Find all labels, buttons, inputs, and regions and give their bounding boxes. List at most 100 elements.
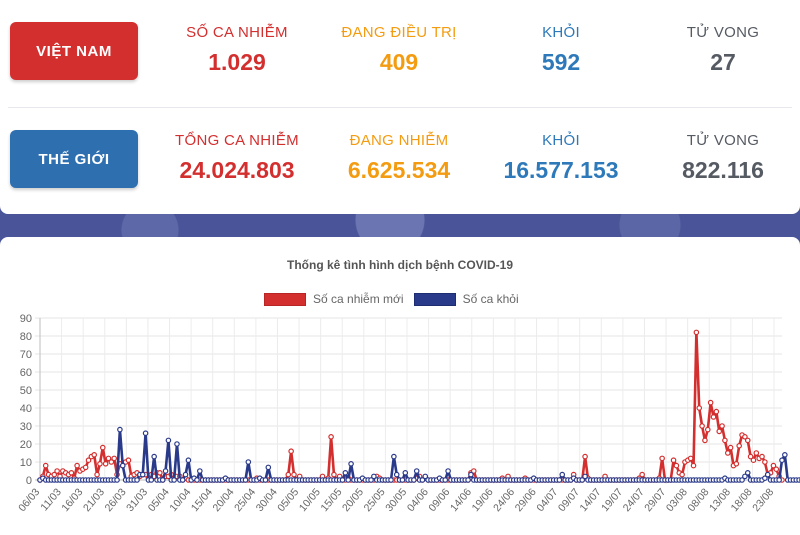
data-point-0 <box>288 448 294 455</box>
world-stats-row: THẾ GIỚI TỔNG CA NHIỄM 24.024.803 ĐANG N… <box>0 112 800 212</box>
data-point-0 <box>687 455 694 462</box>
vn-deaths-value: 27 <box>710 49 736 75</box>
x-tick-label: 15/04 <box>189 486 215 514</box>
vn-cases-value: 1.029 <box>208 49 266 75</box>
data-point-1 <box>134 477 140 483</box>
data-point-1 <box>171 477 177 483</box>
data-point-1 <box>442 477 449 483</box>
x-tick-label: 19/06 <box>470 486 496 514</box>
x-tick-label: 05/04 <box>146 486 172 514</box>
data-point-1 <box>342 470 349 476</box>
world-recovered-label: KHỎI <box>542 132 580 149</box>
data-point-0 <box>125 457 132 464</box>
data-point-0 <box>710 414 717 420</box>
x-tick-label: 24/06 <box>491 486 517 514</box>
vn-recovered-value: 592 <box>541 49 581 75</box>
data-point-1 <box>468 471 474 478</box>
world-cases-stat: TỔNG CA NHIỄM 24.024.803 <box>152 132 322 184</box>
data-point-0 <box>68 470 75 476</box>
x-tick-label: 31/03 <box>124 486 150 514</box>
vn-deaths-stat: TỬ VONG 27 <box>638 24 800 76</box>
data-point-0 <box>679 471 685 478</box>
y-tick-label: 10 <box>20 457 32 469</box>
data-point-1 <box>242 477 249 483</box>
data-point-1 <box>744 470 751 476</box>
data-point-0 <box>762 459 768 465</box>
x-tick-label: 10/05 <box>297 486 323 514</box>
data-point-0 <box>727 444 734 451</box>
data-point-0 <box>704 426 711 433</box>
data-point-1 <box>182 471 189 478</box>
data-point-1 <box>174 441 180 447</box>
data-point-1 <box>796 477 800 483</box>
world-badge[interactable]: THẾ GIỚI <box>10 130 138 188</box>
data-point-1 <box>142 430 149 437</box>
x-tick-label: 04/06 <box>405 486 431 514</box>
data-point-0 <box>719 423 725 429</box>
x-tick-label: 04/07 <box>534 486 560 514</box>
x-tick-label: 16/03 <box>59 486 85 514</box>
data-point-1 <box>194 477 200 483</box>
data-point-1 <box>114 477 120 483</box>
data-point-1 <box>776 477 782 483</box>
y-tick-label: 70 <box>20 349 32 361</box>
vn-treating-value: 409 <box>379 49 419 75</box>
data-point-0 <box>82 464 89 471</box>
legend-item-recovered[interactable]: Số ca khỏi <box>413 292 519 306</box>
chart-legend: Số ca nhiễm mới Số ca khỏi <box>264 291 529 307</box>
y-tick-label: 0 <box>26 475 32 487</box>
x-tick-label: 23/08 <box>750 486 776 514</box>
vn-cases-stat: SỐ CA NHIỄM 1.029 <box>152 24 322 76</box>
data-point-1 <box>764 471 771 478</box>
x-tick-label: 05/05 <box>275 486 301 514</box>
data-point-0 <box>94 471 100 478</box>
data-point-0 <box>707 399 714 406</box>
data-point-1 <box>419 477 426 483</box>
data-point-1 <box>139 471 146 478</box>
world-cases-label: TỔNG CA NHIỄM <box>175 132 299 149</box>
data-point-0 <box>759 453 765 460</box>
data-point-1 <box>742 473 748 480</box>
world-active-stat: ĐANG NHIỄM 6.625.534 <box>314 132 484 184</box>
data-point-1 <box>339 477 346 483</box>
series-line-0 <box>38 331 784 482</box>
world-deaths-label: TỬ VONG <box>686 132 760 149</box>
data-point-0 <box>693 329 700 336</box>
y-tick-label: 60 <box>20 367 32 379</box>
vietnam-badge[interactable]: VIỆT NAM <box>10 22 138 80</box>
legend-label-new-cases: Số ca nhiễm mới <box>313 292 404 306</box>
data-point-1 <box>151 453 157 460</box>
x-tick-label: 24/07 <box>621 486 647 514</box>
vn-treating-label: ĐANG ĐIỀU TRỊ <box>341 24 457 41</box>
data-point-0 <box>716 428 723 435</box>
data-point-0 <box>696 405 703 411</box>
legend-item-new-cases[interactable]: Số ca nhiễm mới <box>264 292 404 306</box>
data-point-1 <box>162 468 169 474</box>
data-point-0 <box>733 461 740 467</box>
data-point-0 <box>690 462 697 469</box>
data-point-1 <box>391 453 397 460</box>
y-tick-label: 50 <box>20 385 32 397</box>
data-point-0 <box>74 462 80 469</box>
data-point-0 <box>742 434 748 440</box>
data-point-1 <box>465 477 471 483</box>
x-tick-label: 20/05 <box>340 486 366 514</box>
data-point-0 <box>85 457 92 464</box>
x-tick-label: 30/05 <box>383 486 409 514</box>
data-point-0 <box>111 455 118 462</box>
world-deaths-value: 822.116 <box>682 157 764 183</box>
data-point-1 <box>262 477 269 483</box>
legend-swatch-recovered <box>413 292 456 306</box>
data-point-0 <box>582 453 588 460</box>
data-point-0 <box>470 468 477 474</box>
data-point-0 <box>91 452 98 458</box>
data-point-0 <box>722 437 728 444</box>
data-point-1 <box>762 475 768 482</box>
data-point-1 <box>348 461 354 467</box>
data-point-0 <box>659 455 665 462</box>
data-point-0 <box>736 443 742 449</box>
vn-cases-label: SỐ CA NHIỄM <box>186 24 288 41</box>
data-point-1 <box>245 459 252 465</box>
x-tick-label: 18/08 <box>729 486 755 514</box>
data-point-0 <box>99 444 106 451</box>
